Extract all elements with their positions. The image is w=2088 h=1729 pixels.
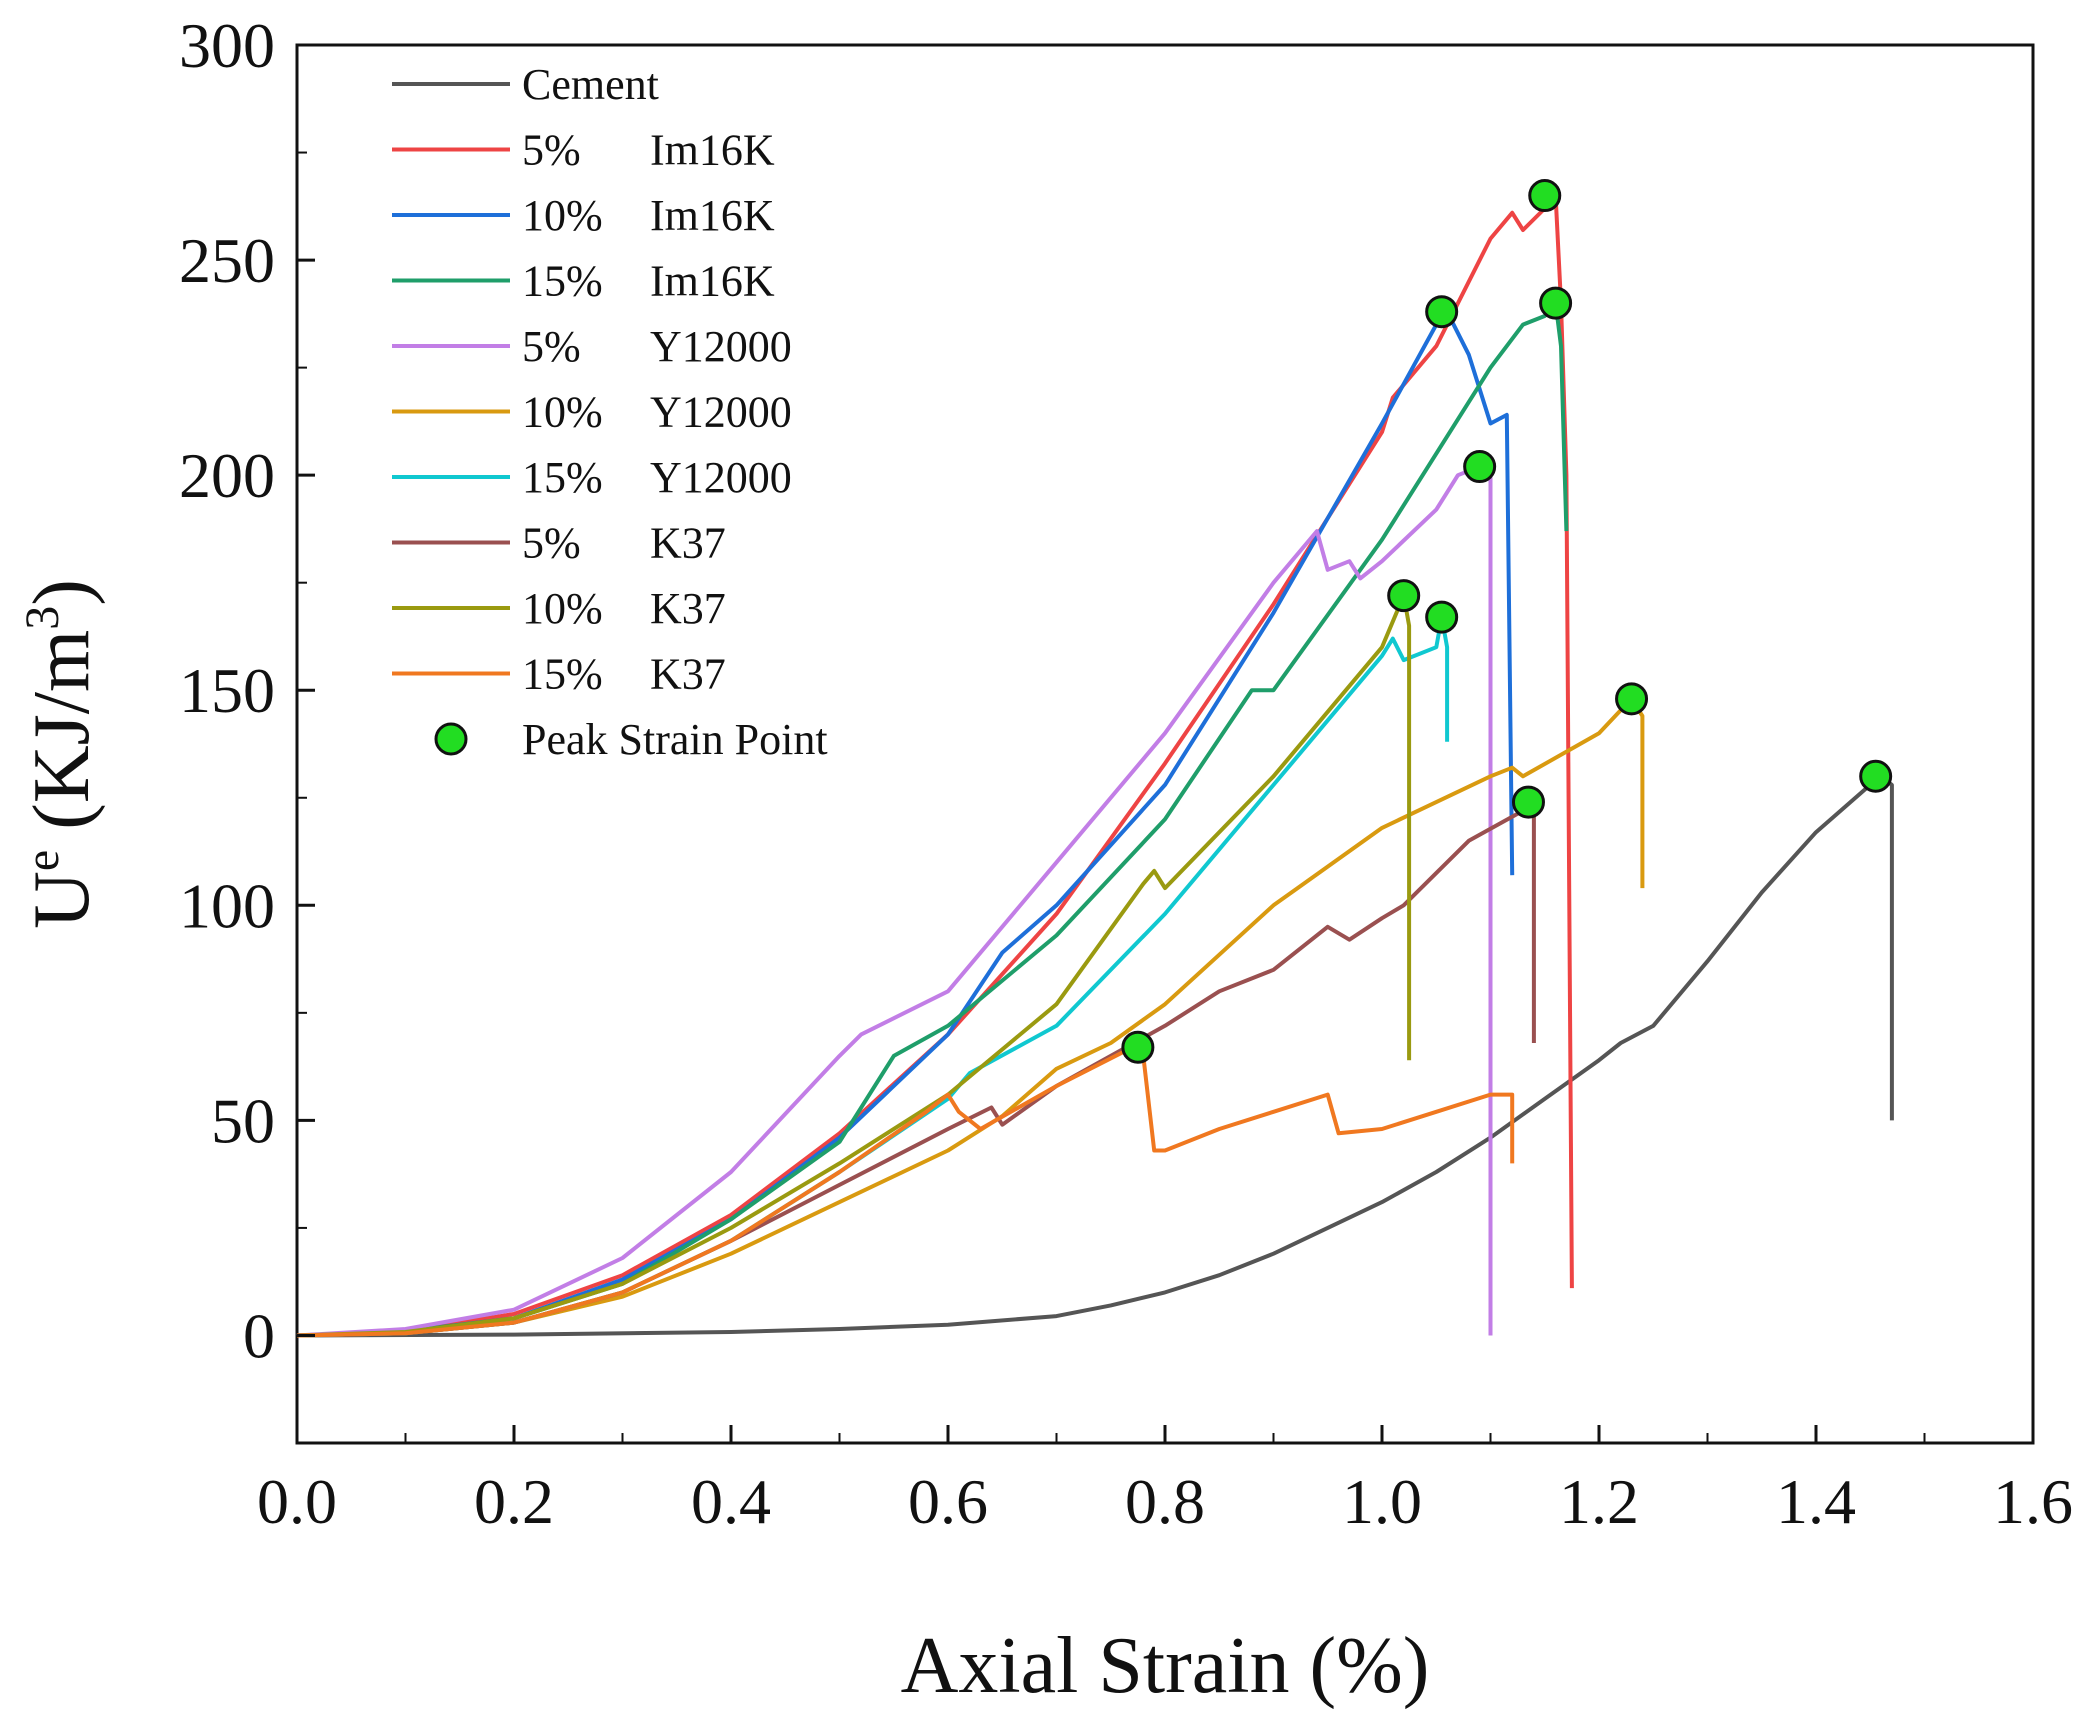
legend-label-material: Y12000 [650,322,792,371]
y-tick-label: 250 [179,225,275,296]
series-line-8 [296,593,1412,1338]
legend-label-material: Im16K [650,191,775,240]
legend-label-percent: 5% [522,126,581,175]
legend-label-material: K37 [650,584,726,633]
x-tick-label: 0.0 [257,1466,337,1537]
peak-strain-marker [1425,295,1459,329]
series-line-9 [296,1045,1515,1338]
series-line-4 [296,464,1493,1338]
peak-strain-marker [1528,179,1562,213]
legend: Cement 5% Im16K 10% Im16K 15% Im16K 5% Y12000 10%… [392,60,828,764]
x-tick-label: 1.4 [1776,1466,1856,1537]
series-line-5 [296,696,1645,1338]
y-tick-label: 300 [179,10,275,81]
peak-strain-marker [1859,759,1893,793]
peak-strain-marker [1121,1030,1155,1064]
x-tick-label: 0.8 [1125,1466,1205,1537]
x-tick-label: 0.4 [691,1466,771,1537]
legend-label-material: K37 [650,519,726,568]
y-tick-label: 0 [243,1300,275,1371]
legend-label-percent: 10% [522,191,603,240]
legend-label: Cement [522,60,659,109]
peak-markers-group [1121,179,1893,1064]
series-line-3 [296,301,1569,1338]
legend-label-percent: 5% [522,322,581,371]
y-tick-label: 50 [211,1085,275,1156]
legend-label-percent: 10% [522,584,603,633]
legend-label-percent: 15% [522,257,603,306]
legend-label-material: Im16K [650,257,775,306]
x-tick-label: 0.2 [474,1466,554,1537]
x-axis-title: Axial Strain (%) [901,1622,1430,1710]
x-tick-label: 1.2 [1559,1466,1639,1537]
series-line-1 [296,193,1574,1338]
peak-strain-marker [1615,682,1649,716]
legend-label-percent: 15% [522,650,603,699]
legend-label-percent: 5% [522,519,581,568]
y-axis-title: Ue (KJ/m3) [16,579,106,929]
legend-label-material: K37 [650,650,726,699]
y-axis-title-unit: (KJ/m [18,630,106,850]
x-tick-label: 1.0 [1342,1466,1422,1537]
y-axis-title-main: U [18,871,106,929]
x-tick-label: 0.6 [908,1466,988,1537]
legend-peak-marker [434,722,468,756]
peak-strain-marker [1511,785,1545,819]
peak-strain-marker [1387,579,1421,613]
legend-label-peak: Peak Strain Point [522,715,828,764]
legend-label-material: Y12000 [650,453,792,502]
series-line-2 [296,309,1515,1338]
peak-strain-marker [1425,600,1459,634]
peak-strain-marker [1463,450,1497,484]
y-axis-title-unit-close: ) [18,579,106,606]
axis-ticks-group: 0.0 0.2 0.4 0.6 0.8 1.0 1.2 1.4 1.6 0 50 100 150 200 2… [179,10,2073,1537]
legend-label-percent: 15% [522,453,603,502]
y-tick-label: 200 [179,440,275,511]
series-line-7 [296,800,1536,1338]
legend-label-percent: 10% [522,388,603,437]
y-axis-title-unit-exponent: 3 [16,606,69,630]
x-tick-label: 1.6 [1993,1466,2073,1537]
peak-strain-marker [1539,286,1573,320]
series-line-0 [296,774,1894,1338]
legend-label-material: Y12000 [650,388,792,437]
y-tick-label: 150 [179,655,275,726]
series-line-6 [296,615,1450,1338]
legend-label-material: Im16K [650,126,775,175]
y-axis-title-superscript: e [16,850,69,871]
y-tick-label: 100 [179,870,275,941]
